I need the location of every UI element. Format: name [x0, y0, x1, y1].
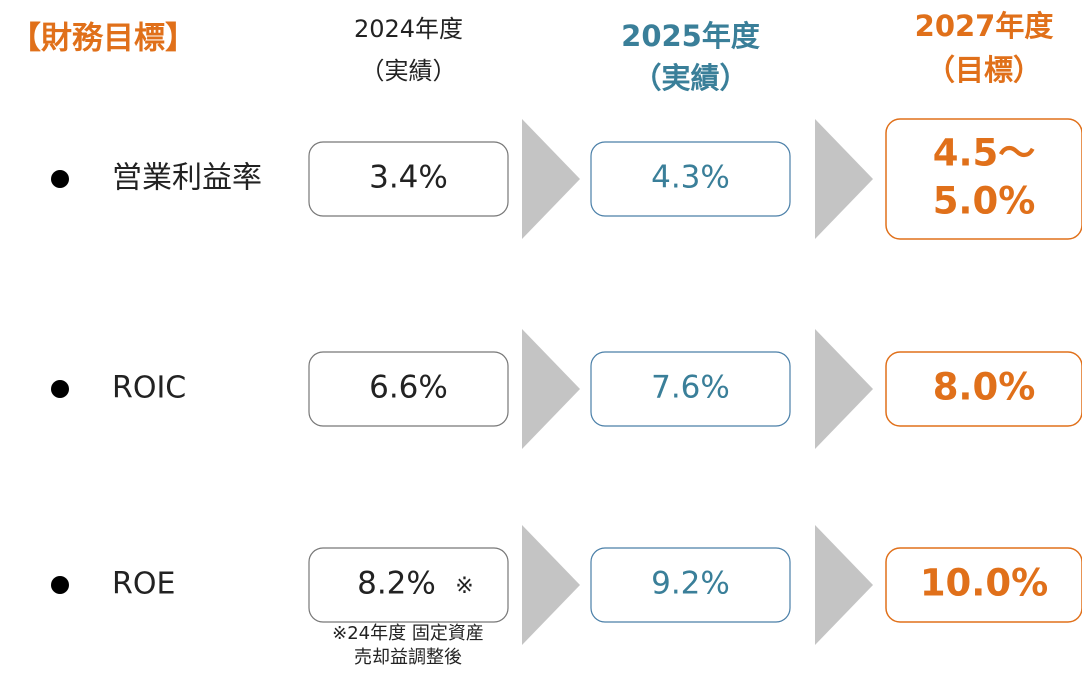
- arrow: [522, 329, 580, 449]
- value-box: [885, 351, 1082, 427]
- bullet: [51, 170, 69, 188]
- row-label: 営業利益率: [112, 161, 262, 196]
- value: 4.5～: [933, 132, 1036, 175]
- column-header: 2027年度: [915, 9, 1054, 43]
- value: 10.0%: [920, 562, 1048, 605]
- value-box: [885, 118, 1082, 240]
- value: 9.2%: [651, 566, 730, 602]
- value-box: [590, 547, 791, 623]
- value: 5.0%: [933, 180, 1036, 223]
- footnote: 売却益調整後: [354, 647, 462, 668]
- row-label: ROIC: [112, 371, 186, 406]
- arrow: [815, 525, 873, 645]
- arrow: [815, 329, 873, 449]
- column-header: （実績）: [632, 61, 748, 95]
- column-header: （目標）: [926, 53, 1042, 87]
- title: 【財務目標】: [10, 21, 196, 57]
- value-box: [590, 141, 791, 217]
- arrow: [522, 119, 580, 239]
- bullet: [51, 380, 69, 398]
- value: 7.6%: [651, 370, 730, 406]
- value: 8.2%: [357, 566, 436, 602]
- footnote: ※24年度 固定資産: [332, 623, 484, 644]
- value-box: [308, 351, 509, 427]
- column-header: 2025年度: [621, 19, 760, 53]
- value-box: [308, 141, 509, 217]
- value: 3.4%: [369, 160, 448, 196]
- value-box: [885, 547, 1082, 623]
- value: 6.6%: [369, 370, 448, 406]
- note-mark: ※: [455, 574, 473, 599]
- value: 4.3%: [651, 160, 730, 196]
- column-header: （実績）: [361, 57, 457, 85]
- value: 8.0%: [933, 366, 1036, 409]
- value-box: [308, 547, 509, 623]
- arrow: [815, 119, 873, 239]
- row-label: ROE: [112, 567, 175, 602]
- value-box: [590, 351, 791, 427]
- column-header: 2024年度: [354, 15, 463, 43]
- arrow: [522, 525, 580, 645]
- bullet: [51, 576, 69, 594]
